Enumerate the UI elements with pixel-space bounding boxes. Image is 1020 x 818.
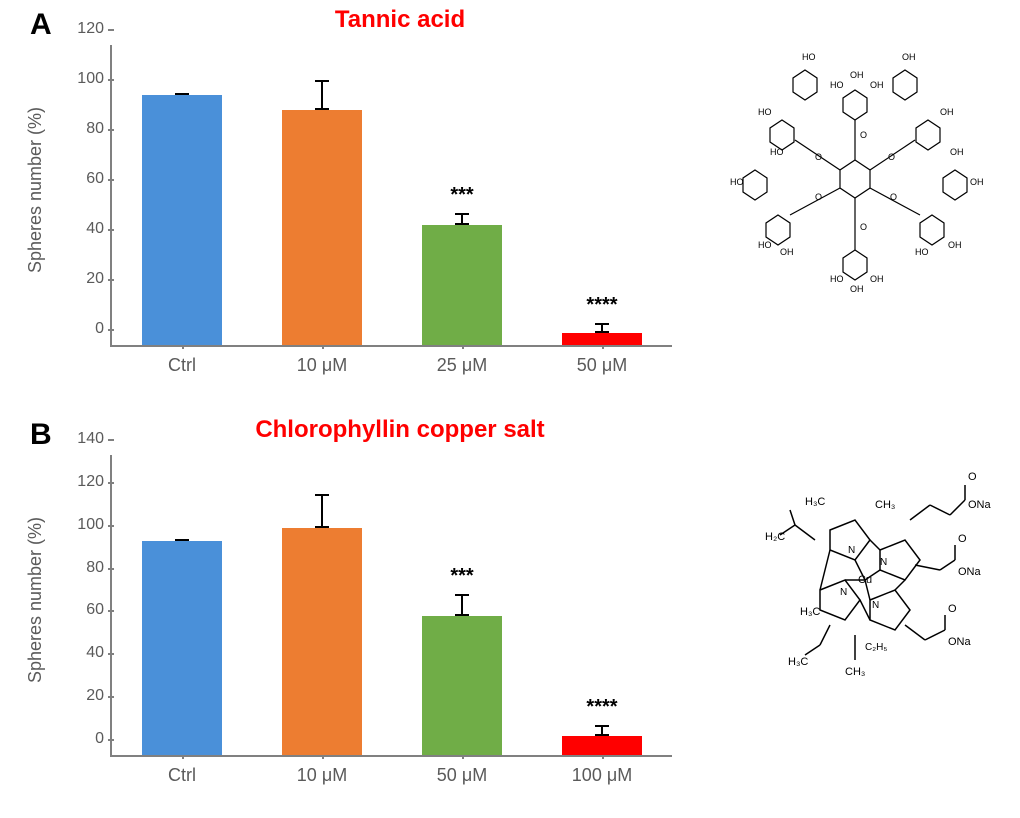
y-axis-label-b: Spheres number (%) (25, 460, 46, 740)
error-bar (461, 594, 463, 615)
svg-text:OH: OH (940, 107, 954, 117)
svg-text:ONa: ONa (968, 499, 992, 511)
bar (282, 528, 362, 755)
x-tick: Ctrl (122, 345, 242, 376)
y-tick: 60 (62, 171, 112, 187)
panel-a: A Tannic acid Spheres number (%) 0204060… (0, 0, 1020, 410)
significance-marker: *** (402, 565, 522, 588)
y-tick: 20 (62, 271, 112, 287)
significance-marker: **** (542, 696, 662, 719)
bar (142, 95, 222, 345)
y-tick: 80 (62, 121, 112, 137)
svg-text:O: O (958, 533, 967, 545)
chart-title-a: Tannic acid (60, 6, 740, 34)
svg-text:OH: OH (870, 274, 884, 284)
svg-text:HO: HO (758, 107, 772, 117)
chemical-structure-a: OH HO OH OH OH OH HO OH HO OH HO OH HO H… (710, 20, 1000, 320)
svg-text:HO: HO (830, 80, 844, 90)
svg-text:HO: HO (830, 274, 844, 284)
svg-text:ONa: ONa (958, 566, 982, 578)
svg-text:O: O (888, 152, 895, 162)
x-tick: Ctrl (122, 755, 242, 786)
error-bar (601, 323, 603, 333)
y-tick: 100 (62, 517, 112, 533)
svg-text:N: N (848, 545, 855, 556)
x-tick: 25 μM (402, 345, 522, 376)
y-tick: 20 (62, 688, 112, 704)
svg-text:OH: OH (970, 177, 984, 187)
error-bar (461, 213, 463, 226)
chemical-structure-b: Cu N N N N H₃C H₂C CH₃ O ONa O ONa O ONa… (710, 450, 1000, 730)
svg-text:O: O (948, 603, 957, 615)
svg-text:OH: OH (850, 284, 864, 294)
error-bar (601, 725, 603, 736)
svg-text:O: O (815, 152, 822, 162)
svg-text:ONa: ONa (948, 636, 972, 648)
y-tick: 40 (62, 221, 112, 237)
svg-text:N: N (840, 587, 847, 598)
y-tick: 120 (62, 474, 112, 490)
svg-text:OH: OH (850, 70, 864, 80)
x-tick: 10 μM (262, 345, 382, 376)
y-tick: 0 (62, 321, 112, 337)
y-axis-label-a: Spheres number (%) (25, 50, 46, 330)
svg-text:H₃C: H₃C (788, 656, 808, 668)
svg-text:O: O (860, 222, 867, 232)
svg-text:O: O (968, 471, 977, 483)
error-bar (181, 93, 183, 96)
svg-text:HO: HO (915, 247, 929, 257)
x-tick: 50 μM (402, 755, 522, 786)
bar (422, 225, 502, 345)
error-bar (181, 539, 183, 541)
svg-text:OH: OH (870, 80, 884, 90)
y-tick: 100 (62, 71, 112, 87)
svg-text:OH: OH (780, 247, 794, 257)
svg-text:H₃C: H₃C (800, 606, 820, 618)
bar (562, 736, 642, 755)
svg-text:O: O (860, 130, 867, 140)
svg-text:OH: OH (950, 147, 964, 157)
svg-text:HO: HO (758, 240, 772, 250)
svg-text:H₂C: H₂C (765, 531, 785, 543)
error-bar (321, 80, 323, 110)
y-tick: 40 (62, 645, 112, 661)
svg-text:HO: HO (802, 52, 816, 62)
svg-text:N: N (880, 557, 887, 568)
error-bar (321, 494, 323, 528)
bar (142, 541, 222, 755)
panel-letter-a: A (30, 8, 52, 42)
x-tick: 100 μM (542, 755, 662, 786)
svg-text:HO: HO (770, 147, 784, 157)
panel-b: B Chlorophyllin copper salt Spheres numb… (0, 410, 1020, 818)
y-tick: 0 (62, 731, 112, 747)
y-tick: 140 (62, 431, 112, 447)
panel-letter-b: B (30, 418, 52, 452)
significance-marker: **** (542, 294, 662, 317)
x-tick: 10 μM (262, 755, 382, 786)
chart-area-a: 020406080100120Ctrl10 μM25 μM***50 μM***… (110, 45, 672, 347)
significance-marker: *** (402, 184, 522, 207)
chart-area-b: 020406080100120140Ctrl10 μM50 μM***100 μ… (110, 455, 672, 757)
bar (282, 110, 362, 345)
svg-text:HO: HO (730, 177, 744, 187)
svg-text:CH₃: CH₃ (875, 499, 895, 511)
chart-title-b: Chlorophyllin copper salt (60, 416, 740, 444)
bar (562, 333, 642, 346)
svg-text:OH: OH (948, 240, 962, 250)
y-tick: 80 (62, 560, 112, 576)
svg-text:C₂H₅: C₂H₅ (865, 642, 887, 653)
svg-text:H₃C: H₃C (805, 496, 825, 508)
svg-text:Cu: Cu (858, 574, 872, 586)
svg-text:O: O (890, 192, 897, 202)
bar (422, 616, 502, 755)
x-tick: 50 μM (542, 345, 662, 376)
svg-text:N: N (872, 600, 879, 611)
y-tick: 120 (62, 21, 112, 37)
y-tick: 60 (62, 602, 112, 618)
svg-text:CH₃: CH₃ (845, 666, 865, 678)
svg-text:OH: OH (902, 52, 916, 62)
svg-text:O: O (815, 192, 822, 202)
